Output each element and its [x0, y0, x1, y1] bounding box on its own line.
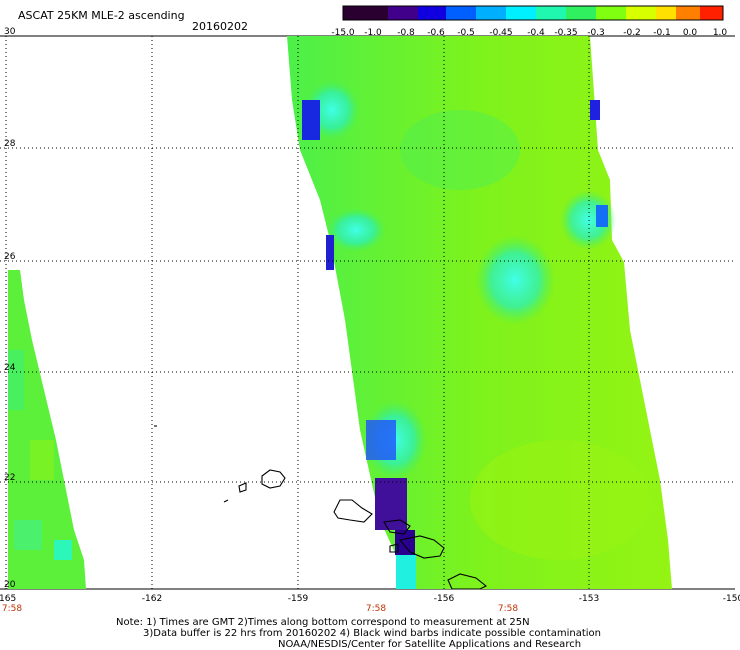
longitude-labels: -165 -162 -159 -156 -153 -150	[0, 594, 740, 604]
note-line-3: NOAA/NESDIS/Center for Satellite Applica…	[278, 639, 582, 650]
longitude-label: -150	[723, 594, 740, 604]
graticule	[0, 36, 735, 589]
map-date: 20160202	[192, 20, 248, 33]
colorbar-label: 1.0	[713, 28, 728, 38]
longitude-label: -165	[0, 594, 16, 604]
colorbar-label: -15.0	[331, 28, 355, 38]
coastlines	[154, 425, 488, 590]
time-labels: 7:58 7:58 7:58	[2, 604, 518, 614]
colorbar-label: -0.1	[653, 28, 671, 38]
latitude-label: 30	[4, 27, 16, 37]
colorbar-swatches	[342, 5, 724, 21]
longitude-label: -159	[288, 594, 309, 604]
colorbar-label: -1.0	[364, 28, 382, 38]
colorbar-labels: -15.0 -1.0 -0.8 -0.6 -0.5 -0.45 -0.4 -0.35 -0.3 -…	[331, 28, 727, 38]
colorbar-label: -0.2	[623, 28, 641, 38]
note-line-2: 3)Data buffer is 22 hrs from 20160202 4)…	[143, 628, 601, 639]
map-title: ASCAT 25KM MLE-2 ascending	[18, 9, 185, 22]
colorbar-label: -0.4	[527, 28, 545, 38]
time-label: 7:58	[366, 604, 386, 614]
colorbar: -15.0 -1.0 -0.8 -0.6 -0.5 -0.45 -0.4 -0.35 -0.3 -…	[331, 5, 727, 38]
latitude-label: 24	[4, 363, 16, 373]
latitude-label: 26	[4, 252, 16, 262]
longitude-label: -156	[434, 594, 455, 604]
colorbar-label: -0.6	[427, 28, 445, 38]
colorbar-label: -0.45	[489, 28, 512, 38]
latitude-label: 22	[4, 473, 15, 483]
latitude-label: 28	[4, 139, 16, 149]
left-swath	[8, 270, 86, 589]
colorbar-label: 0.0	[683, 28, 698, 38]
colorbar-label: -0.3	[587, 28, 605, 38]
time-label: 7:58	[2, 604, 22, 614]
longitude-label: -162	[142, 594, 162, 604]
longitude-label: -153	[579, 594, 599, 604]
latitude-labels: 20 22 24 26 28 30	[4, 27, 16, 590]
note-line-1: Note: 1) Times are GMT 2)Times along bot…	[116, 617, 530, 628]
time-label: 7:58	[498, 604, 518, 614]
main-swath	[287, 36, 672, 589]
colorbar-label: -0.35	[554, 28, 577, 38]
colorbar-label: -0.5	[457, 28, 475, 38]
latitude-label: 20	[4, 580, 16, 590]
colorbar-label: -0.8	[397, 28, 415, 38]
